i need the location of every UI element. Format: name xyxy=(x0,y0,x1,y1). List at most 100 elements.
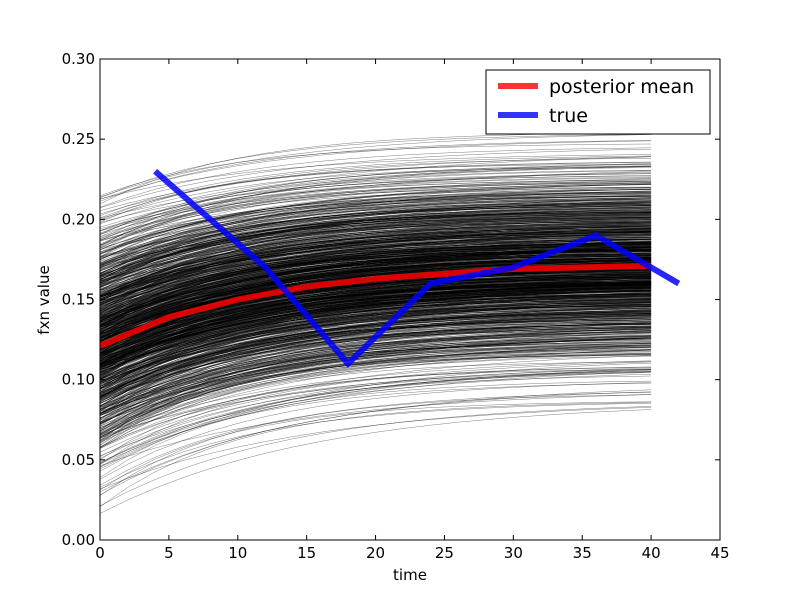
posterior-sample-line xyxy=(100,339,652,414)
posterior-sample-line xyxy=(100,161,652,219)
posterior-sample-line xyxy=(100,334,652,414)
posterior-sample-line xyxy=(100,349,652,438)
posterior-sample-line xyxy=(100,170,652,246)
posterior-sample-line xyxy=(100,188,652,241)
posterior-sample-line xyxy=(100,289,652,368)
posterior-sample-line xyxy=(100,134,652,198)
posterior-sample-line xyxy=(100,369,652,463)
posterior-sample-line xyxy=(100,231,652,316)
posterior-sample-line xyxy=(100,198,652,258)
posterior-sample-line xyxy=(100,402,652,488)
posterior-sample-line xyxy=(100,288,652,363)
posterior-sample-line xyxy=(100,317,652,404)
x-tick-label: 45 xyxy=(710,544,729,562)
posterior-sample-line xyxy=(100,188,652,276)
axis-ticks: 0 5 10 15 20 25 30 35 40 45 0.00 0.05 0.10 0.15 0.20 0.… xyxy=(62,50,730,562)
posterior-sample-line xyxy=(100,342,652,436)
posterior-sample-line xyxy=(100,158,652,223)
posterior-sample-line xyxy=(100,195,652,266)
posterior-sample-line xyxy=(100,234,652,304)
posterior-sample-line xyxy=(100,368,652,470)
posterior-sample-line xyxy=(100,375,652,457)
posterior-sample-line xyxy=(100,394,652,466)
posterior-sample-line xyxy=(100,295,652,370)
posterior-sample-line xyxy=(100,328,652,411)
posterior-sample-line xyxy=(100,361,652,449)
posterior-sample-line xyxy=(100,306,652,397)
posterior-sample-line xyxy=(100,230,652,302)
posterior-sample-line xyxy=(100,191,652,260)
posterior-sample-line xyxy=(100,197,652,274)
posterior-sample-line xyxy=(100,389,652,493)
posterior-sample-line xyxy=(100,391,652,496)
posterior-sample-line xyxy=(100,402,652,508)
posterior-sample-line xyxy=(100,140,652,202)
legend-label-posterior-mean: posterior mean xyxy=(549,76,694,98)
posterior-sample-line xyxy=(100,191,652,253)
y-tick-label: 0.10 xyxy=(62,371,95,389)
posterior-sample-line xyxy=(100,238,652,316)
posterior-sample-line xyxy=(100,171,652,235)
posterior-sample-line xyxy=(100,134,652,199)
posterior-sample-line xyxy=(100,148,652,209)
x-tick-label: 10 xyxy=(228,544,247,562)
posterior-sample-line xyxy=(100,331,652,433)
posterior-sample-line xyxy=(100,309,652,379)
posterior-sample-line xyxy=(100,362,652,472)
posterior-sample-line xyxy=(100,182,652,255)
posterior-sample-line xyxy=(100,227,652,283)
posterior-sample-line xyxy=(100,289,652,362)
posterior-sample-line xyxy=(100,221,652,298)
posterior-sample-line xyxy=(100,212,652,287)
legend-label-true: true xyxy=(549,105,588,127)
posterior-sample-line xyxy=(100,165,652,221)
posterior-sample-line xyxy=(100,235,652,325)
posterior-sample-line xyxy=(100,355,652,435)
x-tick-label: 15 xyxy=(297,544,316,562)
posterior-sample-line xyxy=(100,257,652,343)
posterior-sample-line xyxy=(100,353,652,441)
y-tick-label: 0.15 xyxy=(62,291,95,309)
posterior-sample-line xyxy=(100,282,652,348)
posterior-sample-line xyxy=(100,308,652,368)
posterior-sample-line xyxy=(100,181,652,239)
posterior-sample-line xyxy=(100,268,652,346)
posterior-sample-line xyxy=(100,191,652,258)
posterior-sample-line xyxy=(100,373,652,457)
posterior-sample-line xyxy=(100,292,652,380)
legend-box xyxy=(485,69,711,135)
posterior-sample-line xyxy=(100,284,652,364)
posterior-sample-line xyxy=(100,212,652,267)
posterior-sample-line xyxy=(100,155,652,216)
posterior-sample-line xyxy=(100,222,652,280)
posterior-sample-line xyxy=(100,336,652,407)
posterior-sample-line xyxy=(100,197,652,250)
posterior-sample-line xyxy=(100,337,652,428)
posterior-sample-line xyxy=(100,330,652,407)
posterior-sample-line xyxy=(100,162,652,212)
posterior-sample-line xyxy=(100,143,652,197)
posterior-sample-line xyxy=(100,234,652,288)
posterior-sample-line xyxy=(100,239,652,303)
posterior-sample-line xyxy=(100,349,652,443)
x-tick-label: 5 xyxy=(164,544,174,562)
posterior-sample-line xyxy=(100,249,652,333)
posterior-sample-line xyxy=(100,345,652,434)
posterior-sample-line xyxy=(100,355,652,442)
posterior-sample-line xyxy=(100,313,652,396)
posterior-sample-line xyxy=(100,254,652,329)
posterior-sample-line xyxy=(100,309,652,394)
posterior-sample-line xyxy=(100,166,652,219)
posterior-sample-line xyxy=(100,227,652,295)
posterior-sample-line xyxy=(100,154,652,200)
posterior-sample-line xyxy=(100,305,652,396)
posterior-sample-line xyxy=(100,299,652,374)
posterior-sample-line xyxy=(100,302,652,389)
posterior-sample-line xyxy=(100,187,652,261)
posterior-sample-line xyxy=(100,233,652,309)
y-tick-label: 0.30 xyxy=(62,50,95,68)
x-tick-label: 25 xyxy=(435,544,454,562)
posterior-sample-line xyxy=(100,371,652,468)
posterior-sample-line xyxy=(100,227,652,303)
